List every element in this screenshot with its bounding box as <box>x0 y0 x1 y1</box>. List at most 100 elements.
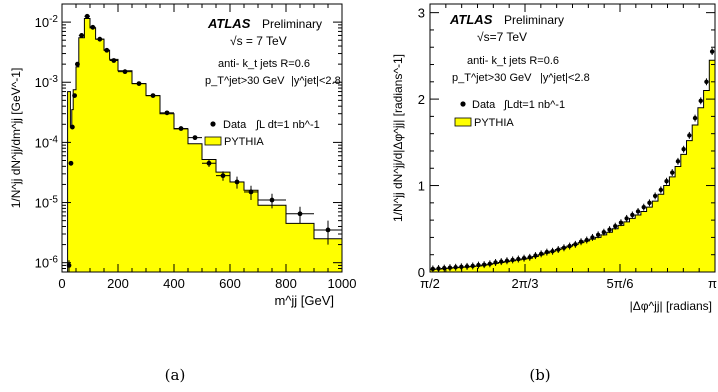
chart-b-y-axis-label: 1/N^jj dN^jj/d|Δφ^jj| [radians^-1] <box>391 54 405 222</box>
chart-b-data-marker <box>647 201 651 205</box>
chart-a-legend-data: Data <box>223 119 247 131</box>
chart-b-data-point <box>653 192 657 199</box>
chart-b-y-tick-label: 2 <box>418 92 425 107</box>
chart-a-data-point <box>70 125 75 130</box>
chart-b-legend-data: Data <box>472 99 496 111</box>
chart-a-data-marker <box>67 263 72 268</box>
chart-a-atlas-label: ATLAS <box>207 16 251 31</box>
chart-b-data-marker <box>687 133 691 137</box>
chart-b-y-tick-label: 3 <box>418 6 425 21</box>
chart-b-data-marker <box>573 242 577 246</box>
chart-b-data-marker <box>624 216 628 220</box>
chart-a-jets-label: anti- k_t jets R=0.6 <box>218 58 310 70</box>
chart-a-y-tick-label: 10-4 <box>35 134 59 150</box>
chart-b-legend-lumi: ∫Ldt=1 nb^-1 <box>503 99 565 111</box>
chart-a-y-tick-label: 10-2 <box>35 14 59 30</box>
chart-b-data-marker <box>693 116 697 120</box>
chart-b-data-point <box>636 208 640 215</box>
chart-b-data-point <box>642 204 646 211</box>
chart-a-data-marker <box>207 161 212 166</box>
chart-a-data-point <box>72 93 77 98</box>
chart-b-data-marker <box>510 258 514 262</box>
chart-a-data-marker <box>111 58 116 63</box>
chart-b-data-point <box>670 169 674 176</box>
chart-b-x-tick-label: π <box>708 276 717 291</box>
chart-a-data-marker <box>70 125 75 130</box>
chart-a-x-axis-label: m^jj [GeV] <box>274 293 334 308</box>
chart-b-data-marker <box>585 238 589 242</box>
chart-b-data-marker <box>596 233 600 237</box>
chart-a-data-marker <box>79 33 84 38</box>
chart-a-y-tick-label: 10-3 <box>35 74 59 90</box>
chart-b-data-marker <box>602 230 606 234</box>
chart-b-legend-data-marker <box>460 101 465 106</box>
chart-b-data-marker <box>642 205 646 209</box>
chart-b-data-marker <box>567 244 571 248</box>
chart-a-data-marker <box>249 190 254 195</box>
chart-a: 0 200 400 600 800 1000 10-6 10-5 10-4 10-3 10-2 m^… <box>9 4 356 308</box>
caption-a: (a) <box>165 366 186 384</box>
chart-b-data-marker <box>653 194 657 198</box>
chart-a-data-marker <box>165 110 170 115</box>
chart-b-sqrts-label: √s=7 TeV <box>477 30 527 44</box>
chart-a-data-marker <box>72 93 77 98</box>
chart-a-data-point <box>286 207 314 224</box>
chart-b-data-marker <box>471 264 475 268</box>
chart-a-data-marker <box>179 126 184 131</box>
chart-b-data-marker <box>499 259 503 263</box>
chart-b-jets-label: anti- k_t jets R=0.6 <box>467 55 559 67</box>
chart-b-data-marker <box>453 265 457 269</box>
chart-b-data-marker <box>681 147 685 151</box>
chart-a-data-marker <box>193 135 198 140</box>
chart-b-data-point <box>664 178 668 185</box>
chart-b-data-marker <box>539 252 543 256</box>
chart-a-legend-mc-swatch <box>205 137 221 145</box>
chart-b-data-marker <box>619 221 623 225</box>
chart-a-x-tick-label: 200 <box>107 276 129 291</box>
chart-b-legend-mc: PYTHIA <box>474 117 514 129</box>
chart-b-data-point <box>659 186 663 193</box>
chart-b-data-marker <box>448 265 452 269</box>
chart-b-y-tick-label: 1 <box>418 179 425 194</box>
chart-b-data-marker <box>528 255 532 259</box>
chart-b-data-marker <box>533 253 537 257</box>
chart-b-data-marker <box>710 49 714 53</box>
chart-b-data-marker <box>699 99 703 103</box>
chart-b-data-point <box>693 115 697 122</box>
chart-b-data-marker <box>607 227 611 231</box>
chart-b-data-point <box>704 78 708 85</box>
chart-b-data-point <box>647 199 651 206</box>
chart-b: π/2 2π/3 5π/6 π 0 1 2 3 |Δφ^jj| [radians] 1/N^j… <box>391 4 717 313</box>
chart-b-data-marker <box>436 266 440 270</box>
chart-b-data-marker <box>431 267 435 271</box>
chart-b-data-point <box>676 158 680 165</box>
chart-a-data-marker <box>298 211 303 216</box>
chart-b-histogram <box>430 60 715 272</box>
chart-a-pt-label: p_T^jet>30 GeV <box>205 75 285 87</box>
chart-b-data-marker <box>664 179 668 183</box>
chart-a-x-tick-label: 400 <box>163 276 185 291</box>
chart-a-y-axis-label: 1/N^jj dN^jj/dm^jj [GeV^-1] <box>9 68 23 209</box>
chart-b-x-axis-label: |Δφ^jj| [radians] <box>630 299 712 313</box>
chart-a-x-tick-label: 600 <box>219 276 241 291</box>
chart-b-data-marker <box>550 249 554 253</box>
chart-a-data-marker <box>75 62 80 67</box>
chart-b-data-marker <box>505 259 509 263</box>
chart-b-data-marker <box>562 246 566 250</box>
chart-a-legend-lumi: ∫L dt=1 nb^-1 <box>255 119 320 131</box>
chart-b-data-marker <box>659 188 663 192</box>
chart-a-preliminary-label: Preliminary <box>262 17 322 31</box>
chart-a-data-marker <box>123 69 128 74</box>
chart-a-x-tick-label: 800 <box>275 276 297 291</box>
chart-a-data-marker <box>326 228 331 233</box>
chart-b-data-marker <box>670 170 674 174</box>
chart-b-data-point <box>630 211 634 218</box>
chart-b-y-cut-label: |y^jet|<2.8 <box>540 72 590 84</box>
chart-b-data-point <box>681 146 685 153</box>
chart-a-sqrts-label: √s = 7 TeV <box>230 34 287 48</box>
chart-a-x-tick-label: 1000 <box>328 276 357 291</box>
chart-b-data-marker <box>482 262 486 266</box>
chart-a-data-marker <box>85 14 90 19</box>
chart-b-y-tick-label: 0 <box>418 265 425 280</box>
